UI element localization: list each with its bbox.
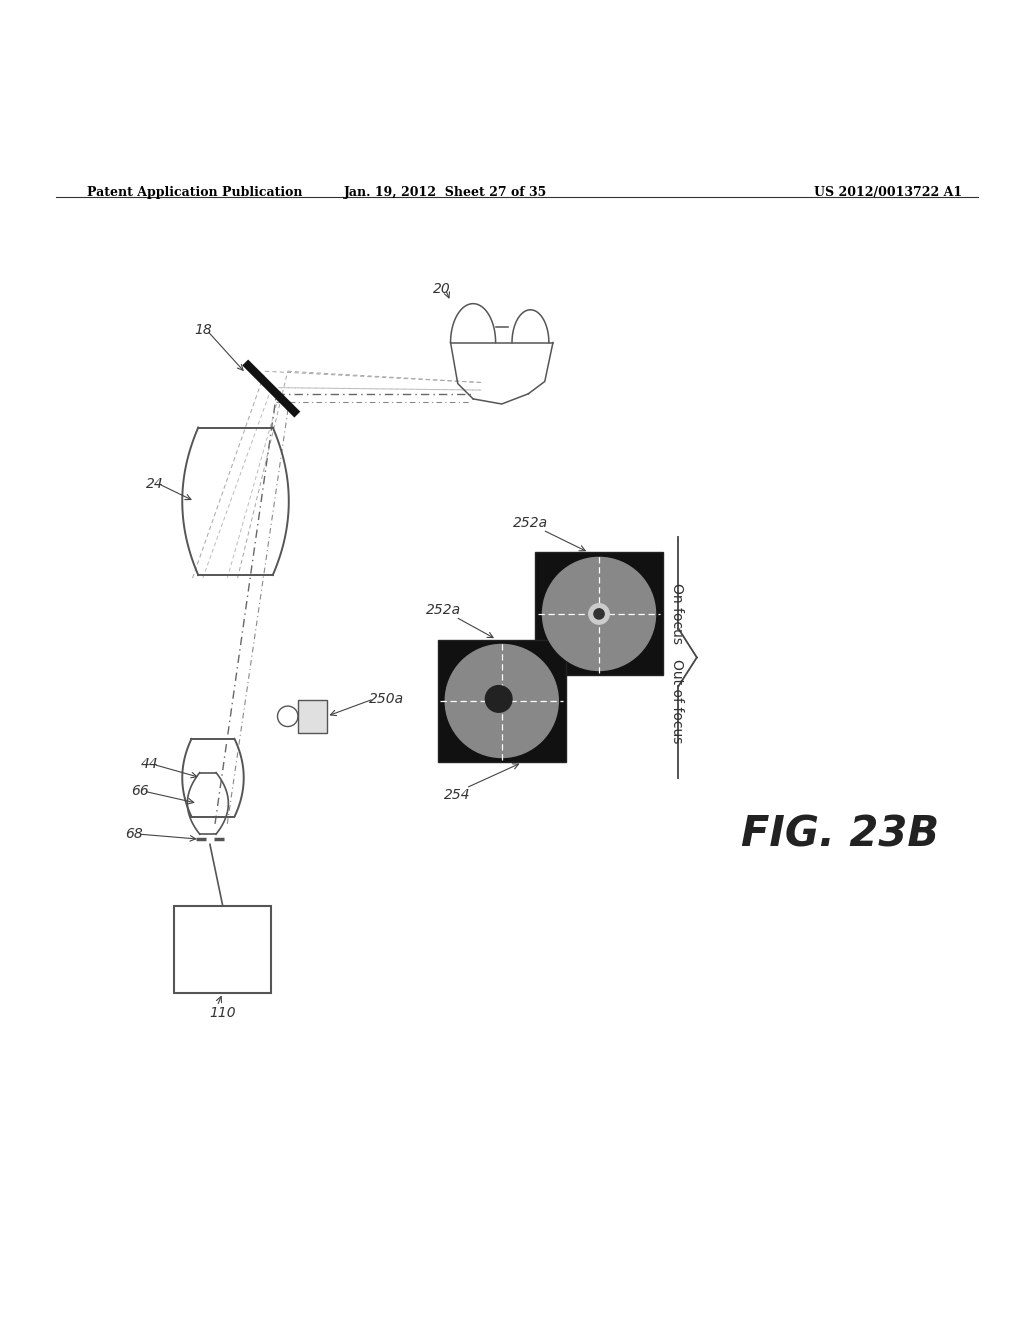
Text: US 2012/0013722 A1: US 2012/0013722 A1 (814, 186, 963, 199)
Text: Out of focus: Out of focus (670, 659, 684, 743)
Text: Jan. 19, 2012  Sheet 27 of 35: Jan. 19, 2012 Sheet 27 of 35 (344, 186, 547, 199)
Circle shape (485, 685, 512, 713)
Text: Patent Application Publication: Patent Application Publication (87, 186, 302, 199)
Text: 110: 110 (209, 1006, 236, 1020)
Text: FIG. 23B: FIG. 23B (740, 813, 939, 855)
Bar (438, 639, 565, 763)
Bar (298, 700, 327, 733)
Text: 252a: 252a (513, 516, 548, 529)
Text: 18: 18 (195, 323, 212, 338)
Text: On focus: On focus (670, 583, 684, 644)
Circle shape (594, 609, 604, 619)
Text: 20: 20 (433, 282, 451, 296)
Bar (535, 553, 664, 676)
Text: 24: 24 (146, 477, 164, 491)
Circle shape (543, 557, 655, 671)
Text: 44: 44 (141, 758, 159, 771)
Text: 66: 66 (131, 784, 148, 799)
Text: 250a: 250a (369, 692, 403, 706)
Circle shape (445, 644, 558, 758)
Bar (174, 906, 271, 993)
Text: 254: 254 (444, 788, 471, 803)
Text: 68: 68 (126, 828, 143, 841)
Circle shape (589, 603, 609, 624)
Text: 252a: 252a (426, 603, 461, 616)
